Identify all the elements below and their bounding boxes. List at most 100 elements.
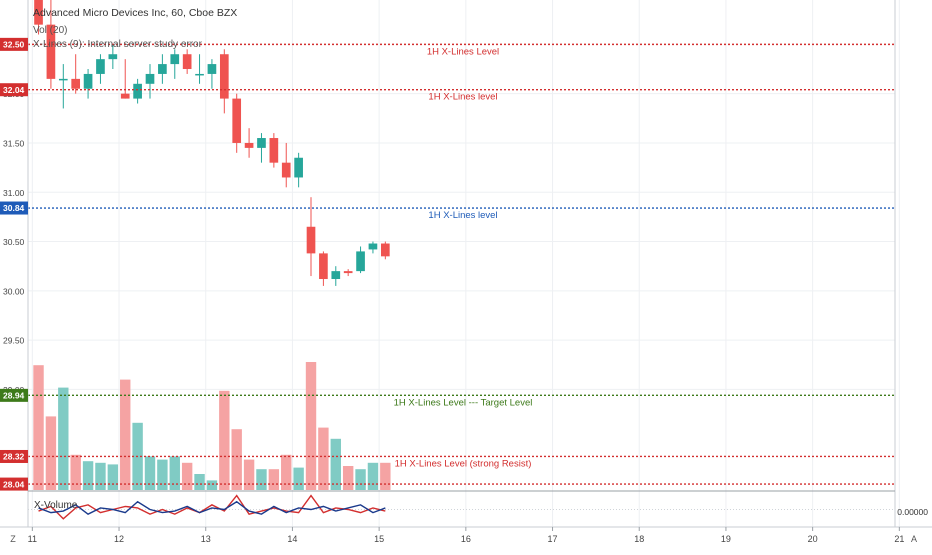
candle[interactable] <box>368 241 378 254</box>
volume-bar <box>318 427 329 490</box>
candle[interactable] <box>207 59 217 89</box>
candle-body <box>96 59 105 74</box>
volume-bar <box>305 362 317 490</box>
candle-body <box>108 54 118 60</box>
time-tick-label: 21 <box>894 534 904 544</box>
candle-body <box>195 73 204 76</box>
x-line-label: 1H X-Lines Level --- Target Level <box>394 397 533 408</box>
candle-body <box>331 271 341 280</box>
volume-bar <box>268 469 280 490</box>
candle[interactable] <box>219 49 229 114</box>
candle-body <box>269 138 279 163</box>
candle-body <box>294 157 303 178</box>
price-tag-label: 28.04 <box>3 479 25 489</box>
candle[interactable] <box>170 49 180 79</box>
candle-body <box>145 73 155 84</box>
price-tag-label: 30.84 <box>3 203 25 213</box>
volume-bar <box>70 454 81 490</box>
candle[interactable] <box>120 59 130 99</box>
zoom-button[interactable]: Z <box>10 534 16 544</box>
candle[interactable] <box>133 78 142 104</box>
candle-body <box>83 73 93 89</box>
candle-body <box>71 78 81 89</box>
volume-bar <box>219 390 230 490</box>
candle[interactable] <box>269 133 279 168</box>
candle[interactable] <box>380 241 390 260</box>
candle-body <box>207 64 217 74</box>
volume-bar <box>58 387 69 490</box>
price-tag <box>0 201 28 215</box>
candle-body <box>46 24 56 79</box>
time-tick-label: 16 <box>461 534 471 544</box>
volume-bars <box>33 362 391 490</box>
vol-indicator-label: Vol (20) <box>33 25 67 36</box>
time-tick-label: 20 <box>808 534 818 544</box>
volume-bar <box>194 474 205 490</box>
auto-scale-button[interactable]: A <box>911 534 917 544</box>
x-line-label: 1H X-Lines level <box>428 210 497 221</box>
candle[interactable] <box>108 44 118 70</box>
x-volume-blue-line <box>38 500 386 515</box>
volume-bar <box>256 469 267 490</box>
candle-body <box>306 226 316 254</box>
x-lines: 1H X-Lines Level 1H X-Lines level 1H X-Lin… <box>28 43 895 485</box>
x-volume-pane <box>28 490 895 520</box>
time-tick-label: 19 <box>721 534 731 544</box>
time-tick-label: 12 <box>114 534 124 544</box>
candle-body <box>133 83 142 99</box>
candle[interactable] <box>34 0 43 35</box>
candle[interactable] <box>319 251 328 286</box>
candle-body <box>158 64 167 74</box>
volume-bar <box>231 429 242 490</box>
price-tag-label: 28.32 <box>3 452 25 462</box>
time-axis[interactable]: 11121314151617181920212425 <box>0 526 932 544</box>
candle[interactable] <box>195 54 204 84</box>
volume-bar <box>380 462 391 490</box>
candle-body <box>319 253 328 280</box>
candle[interactable] <box>145 64 155 99</box>
candle[interactable] <box>182 49 192 74</box>
candle[interactable] <box>257 133 266 163</box>
volume-bar <box>107 464 119 490</box>
candle[interactable] <box>331 266 341 286</box>
candle-body <box>257 138 266 148</box>
volume-bar <box>243 459 255 490</box>
study-error-label: X-Lines (9): Internal server study error <box>33 39 203 50</box>
volume-bar <box>342 466 354 490</box>
candle[interactable] <box>294 152 303 188</box>
volume-bar <box>181 462 193 490</box>
candle[interactable] <box>356 246 365 274</box>
price-tick-label: 29.50 <box>3 336 25 346</box>
candle[interactable] <box>58 64 68 109</box>
candle[interactable] <box>46 0 56 89</box>
candle[interactable] <box>343 269 353 277</box>
candle[interactable] <box>244 128 254 158</box>
price-tag <box>0 83 28 97</box>
chart-title: Advanced Micro Devices Inc, 60, Cboe BZX <box>33 7 237 19</box>
candle[interactable] <box>306 197 316 277</box>
time-tick-label: 17 <box>548 534 558 544</box>
price-tag <box>0 477 28 491</box>
grid <box>28 0 900 527</box>
candle[interactable] <box>232 93 242 153</box>
candle[interactable] <box>71 54 81 94</box>
time-tick-label: 15 <box>374 534 384 544</box>
candle[interactable] <box>158 54 167 84</box>
price-tag-label: 32.04 <box>3 85 25 95</box>
candles[interactable] <box>34 0 390 286</box>
candle-body <box>34 0 43 25</box>
x-volume-value: 0.00000 <box>897 507 928 517</box>
candle[interactable] <box>96 54 105 84</box>
price-tick-label: 30.00 <box>3 286 25 296</box>
price-axis[interactable]: 29.0029.5030.0030.5031.0031.5032.0032.50… <box>0 0 896 527</box>
candle-body <box>232 98 242 143</box>
price-tick-label: 30.50 <box>3 237 25 247</box>
candle[interactable] <box>83 69 93 99</box>
candle-body <box>368 243 378 250</box>
volume-bar <box>120 379 131 490</box>
volume-bar <box>367 462 379 490</box>
candle[interactable] <box>281 142 291 188</box>
volume-bar <box>33 365 44 490</box>
